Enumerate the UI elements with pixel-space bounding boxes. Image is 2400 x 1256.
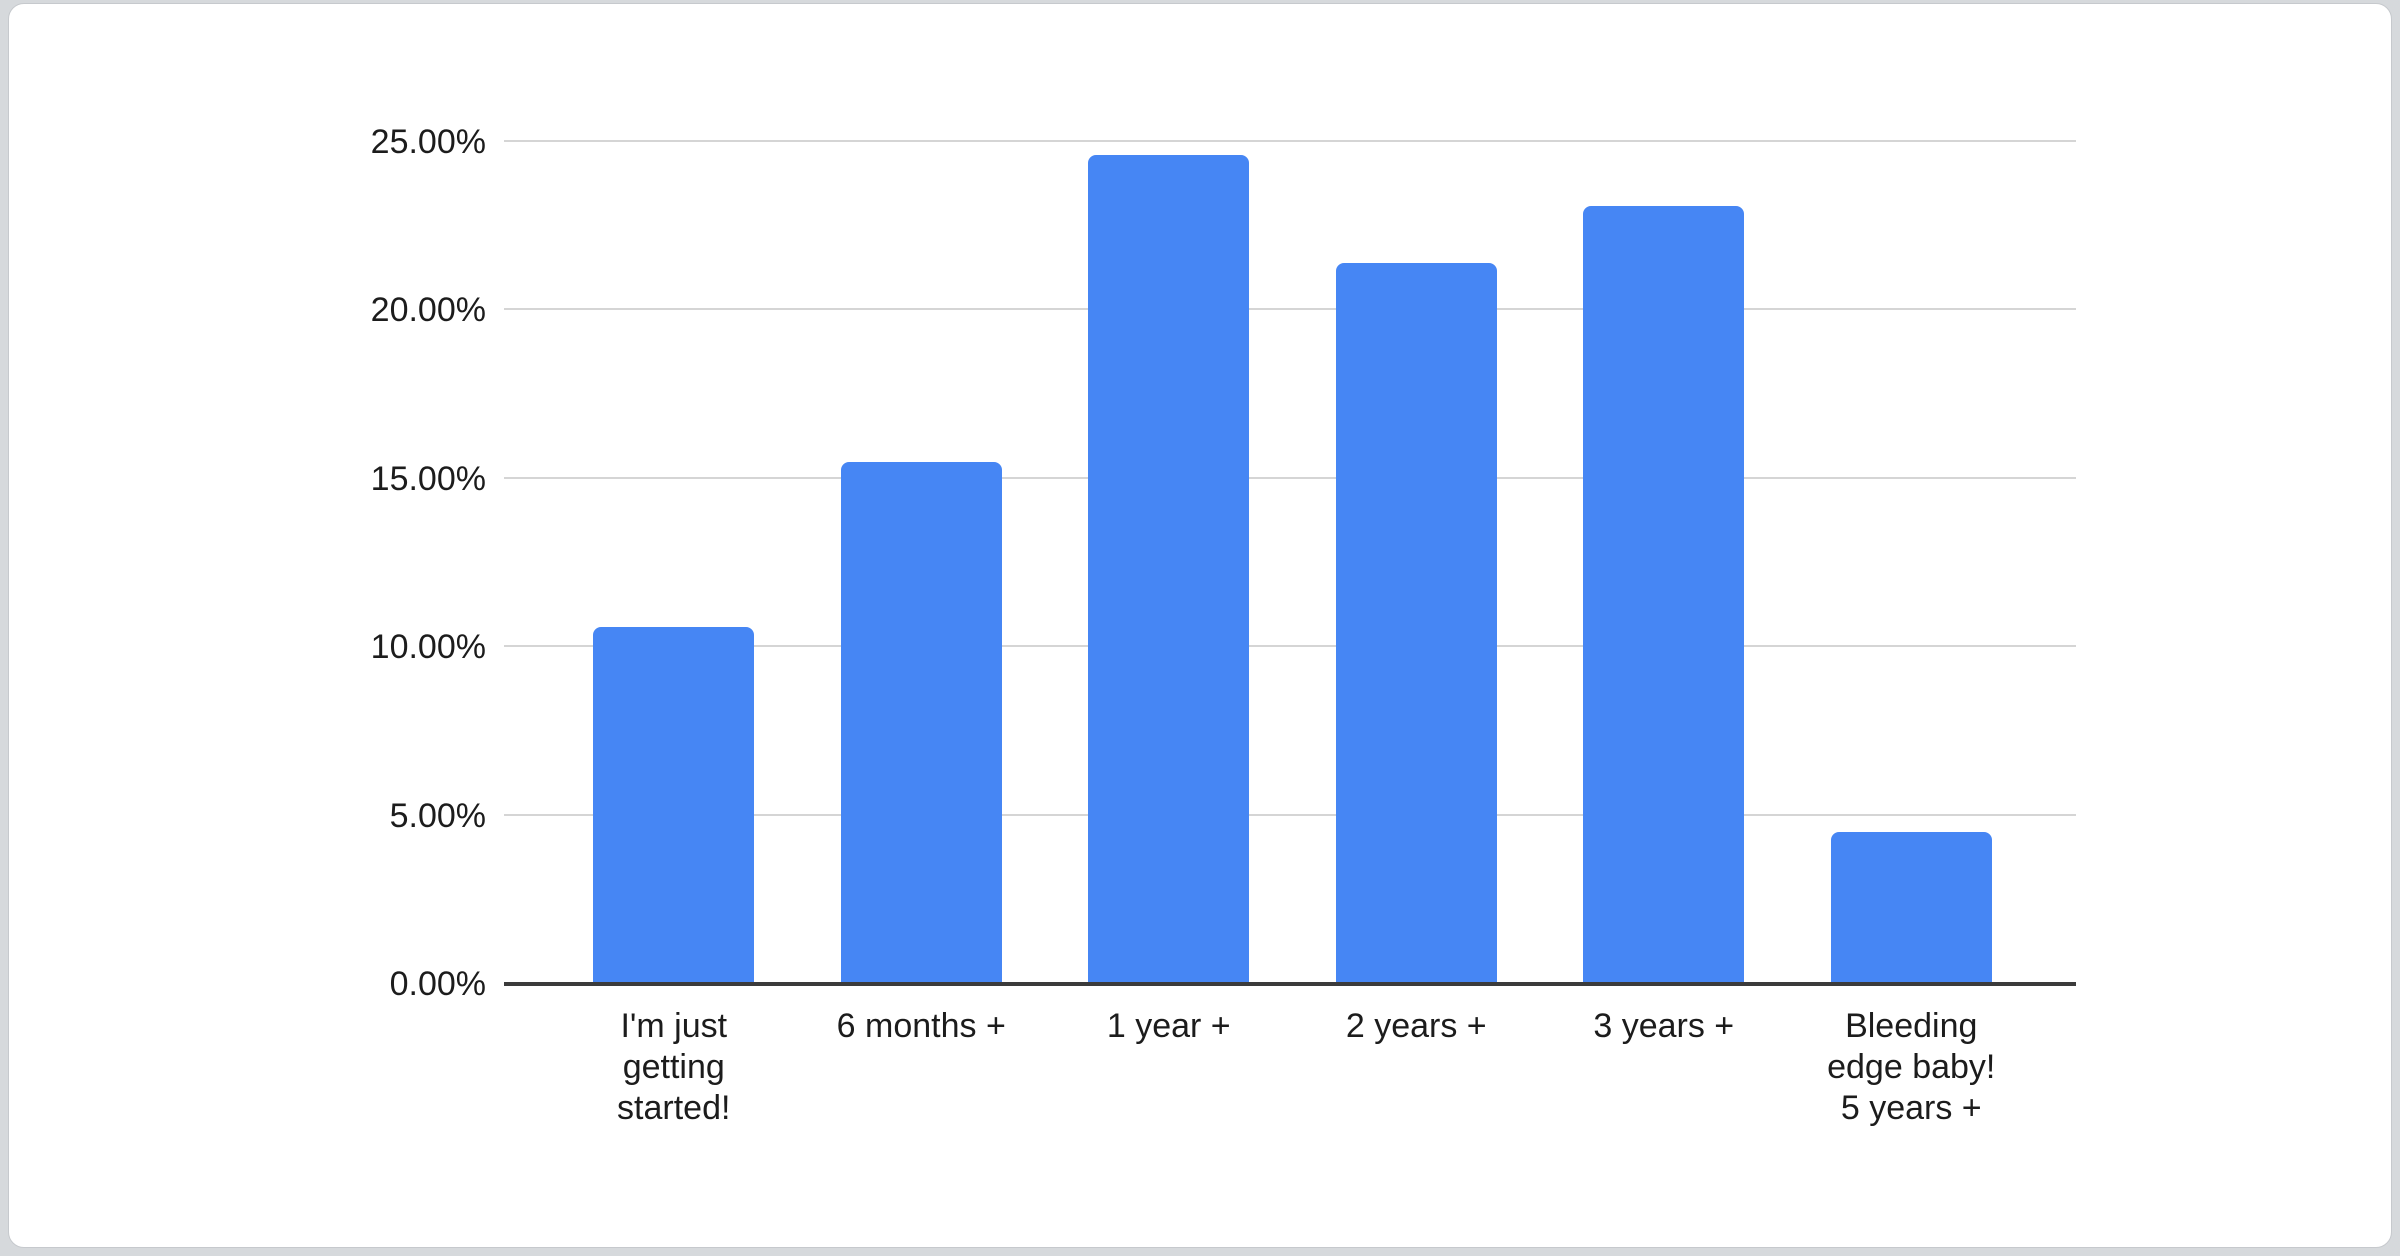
x-category-label-1-year: 1 year + bbox=[1106, 1007, 1231, 1045]
x-category-label-i-m-just-getting-started: I'm just getting started! bbox=[617, 1007, 731, 1127]
gridline-15 bbox=[504, 476, 2076, 479]
gridline-10 bbox=[504, 645, 2076, 648]
y-tick-label-20: 20.00% bbox=[370, 291, 486, 330]
y-tick-label-10: 10.00% bbox=[370, 628, 486, 667]
gridline-5 bbox=[504, 813, 2076, 816]
x-category-label-3-years: 3 years + bbox=[1593, 1007, 1735, 1045]
x-category-label-6-months: 6 months + bbox=[836, 1007, 1006, 1045]
bar-bleeding-edge-baby-5-years[interactable] bbox=[1830, 832, 1992, 984]
bar-1-year[interactable] bbox=[1088, 155, 1250, 984]
bars-row bbox=[550, 142, 2035, 984]
bar-slot-3-years bbox=[1540, 142, 1788, 984]
bar-slot-bleeding-edge-baby-5-years bbox=[1788, 142, 2036, 984]
gridline-20 bbox=[504, 308, 2076, 311]
bar-slot-i-m-just-getting-started bbox=[550, 142, 798, 984]
x-category-label-bleeding-edge-baby-5-years: Bleeding edge baby! 5 years + bbox=[1827, 1007, 1996, 1127]
x-axis-line bbox=[504, 982, 2076, 986]
gridline-25 bbox=[504, 140, 2076, 142]
chart-card: 0.00% 5.00% 10.00% 15.00% 20.00% 25.00% I'm j… bbox=[8, 3, 2392, 1248]
y-tick-label-25: 25.00% bbox=[370, 123, 486, 161]
bar-i-m-just-getting-started[interactable] bbox=[593, 627, 755, 984]
bar-slot-1-year bbox=[1045, 142, 1293, 984]
y-tick-label-15: 15.00% bbox=[370, 459, 486, 498]
y-tick-label-0: 0.00% bbox=[389, 965, 486, 1003]
bar-slot-6-months bbox=[798, 142, 1046, 984]
bar-slot-2-years bbox=[1293, 142, 1541, 984]
x-category-label-2-years: 2 years + bbox=[1345, 1007, 1487, 1045]
bar-2-years[interactable] bbox=[1335, 263, 1497, 984]
x-axis-labels: I'm just getting started! 6 months + 1 yea… bbox=[550, 1006, 2035, 1129]
plot-area bbox=[504, 140, 2076, 986]
bar-3-years[interactable] bbox=[1583, 206, 1745, 984]
bar-6-months[interactable] bbox=[840, 461, 1002, 984]
y-tick-label-5: 5.00% bbox=[389, 796, 486, 835]
